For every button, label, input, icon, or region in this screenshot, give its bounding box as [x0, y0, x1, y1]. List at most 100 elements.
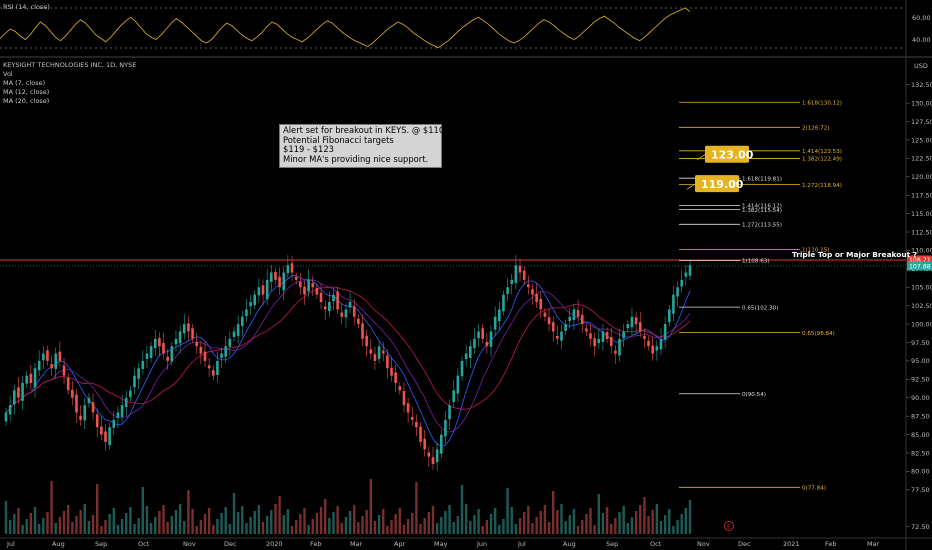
- volume-bar: [373, 521, 377, 534]
- candle-body: [506, 287, 509, 295]
- candle-body: [348, 302, 352, 308]
- candle-body: [527, 284, 530, 288]
- x-tick-label: Oct: [650, 540, 662, 548]
- volume-bar: [299, 514, 302, 534]
- y-tick-label: 87.50: [911, 412, 930, 420]
- time-axis[interactable]: Jul Aug Sep Oct Nov Dec 2020 Feb Mar Apr May Jun Jul…: [6, 540, 880, 548]
- fib-level-label: 1.414(123.53): [802, 149, 842, 155]
- y-tick-label: 120.00: [911, 173, 932, 181]
- ma-20-line: [5, 286, 691, 413]
- volume-bar: [552, 491, 555, 534]
- candle-body: [249, 302, 252, 307]
- volume-bar: [398, 508, 402, 534]
- candle-body: [216, 360, 219, 376]
- y-tick-label: 122.50: [911, 155, 932, 163]
- candle-body: [448, 405, 451, 420]
- volume-bar: [158, 511, 161, 534]
- volume-bar: [50, 481, 53, 534]
- x-tick-label: Aug: [52, 540, 65, 548]
- candle-body: [240, 316, 244, 326]
- volume-bar: [663, 515, 667, 534]
- candle-body: [647, 340, 650, 347]
- candle-body: [332, 294, 335, 302]
- target-callouts[interactable]: 123.00 119.00: [686, 145, 754, 193]
- volume-bar: [125, 513, 128, 534]
- candle-body: [614, 350, 617, 354]
- candle-body: [601, 331, 605, 342]
- volume-bar: [178, 504, 182, 534]
- volume-bar: [481, 526, 484, 534]
- legend-ma-12[interactable]: MA (12, close): [3, 88, 50, 96]
- annotation-note[interactable]: Alert set for breakout in KEYS. @ $110 P…: [279, 124, 444, 168]
- volume-bar: [183, 521, 186, 534]
- volume-bar: [137, 518, 140, 534]
- legend-volume[interactable]: Vol: [3, 70, 13, 78]
- candle-body: [100, 426, 103, 435]
- x-tick-label: Jul: [517, 540, 526, 548]
- candle-body: [568, 316, 572, 321]
- candle-body: [410, 416, 414, 420]
- volume-bar: [473, 515, 476, 534]
- candle-body: [191, 328, 194, 339]
- candle-body: [468, 346, 472, 358]
- candle-body: [543, 312, 547, 317]
- callout-pointer: [696, 154, 706, 161]
- candle-body: [502, 294, 505, 312]
- volume-bar: [535, 517, 538, 534]
- legend-ma-7[interactable]: MA (7, close): [3, 79, 46, 87]
- candle-body: [626, 324, 630, 329]
- symbol-title[interactable]: KEYSIGHT TECHNOLOGIES INC, 1D, NYSE: [3, 61, 137, 69]
- volume-bar: [630, 517, 634, 534]
- candle-body: [630, 316, 634, 328]
- volume-bar: [498, 525, 501, 534]
- candle-body: [672, 294, 675, 314]
- breakout-label[interactable]: Triple Top or Major Breakout ?: [792, 250, 917, 259]
- volume-bar: [618, 512, 621, 534]
- volume-bar: [241, 506, 244, 534]
- legend-ma-20[interactable]: MA (20, close): [3, 97, 50, 105]
- y-tick-label: 130.00: [911, 99, 932, 107]
- earnings-icon[interactable]: [724, 521, 734, 531]
- candle-body: [75, 394, 78, 413]
- candle-body: [50, 364, 53, 369]
- x-tick-label: Feb: [825, 540, 837, 548]
- note-line-2: Potential Fibonacci targets: [283, 134, 394, 145]
- fibonacci-levels[interactable]: 1.618(130.12) 2(126.72) 1.414(123.53) 1.382…: [679, 100, 842, 492]
- candle-body: [535, 294, 538, 302]
- volume-bar: [112, 508, 115, 534]
- volume-bar: [419, 524, 422, 534]
- volume-bar: [25, 519, 28, 534]
- y-tick-label: 125.00: [911, 136, 932, 144]
- candle-body: [303, 286, 306, 295]
- volume-bar: [108, 514, 111, 534]
- volume-bar: [357, 522, 360, 534]
- fib-level-label: 1(110.15): [802, 248, 830, 254]
- volume-bar: [489, 514, 493, 534]
- note-line-4: Minor MA's providing nice support.: [283, 154, 429, 165]
- candle-body: [29, 373, 33, 384]
- volume-bar: [307, 525, 310, 534]
- y-tick-label: 105.00: [911, 284, 932, 292]
- volume-bar: [46, 512, 49, 534]
- x-tick-label: Nov: [183, 540, 196, 548]
- candle-body: [423, 438, 426, 450]
- volume-bar: [265, 516, 269, 534]
- volume-bar: [149, 523, 153, 534]
- candle-body: [531, 289, 534, 295]
- volume-bar: [435, 523, 439, 534]
- rsi-tick-40: 40.00: [912, 36, 931, 44]
- volume-bar: [655, 504, 659, 534]
- rsi-tick-60: 60.00: [912, 14, 931, 22]
- volume-bar: [207, 508, 211, 534]
- y-tick-label: 132.50: [911, 81, 932, 89]
- price-axis[interactable]: 132.50 130.00 127.50 125.00 122.50 120.00 117.…: [906, 81, 932, 531]
- volume-bar: [361, 516, 364, 534]
- candle-body: [21, 383, 24, 401]
- candle-body: [315, 287, 319, 295]
- volume-bar: [187, 490, 190, 534]
- candle-body: [203, 351, 207, 361]
- volume-bar: [274, 504, 277, 534]
- price-label-text: 107.88: [909, 263, 931, 270]
- fib-level-label: 1.272(118.94): [802, 183, 842, 189]
